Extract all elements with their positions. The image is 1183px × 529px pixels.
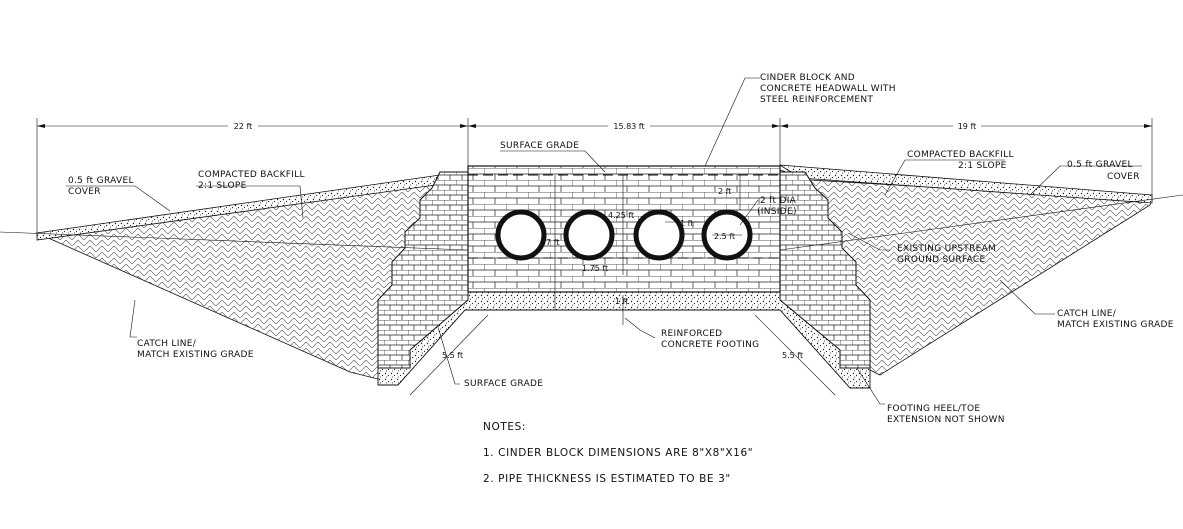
callout-surface-grade-top: SURFACE GRADE <box>500 141 579 151</box>
callout-footing-1: REINFORCED <box>661 329 722 339</box>
callout-gravel-left-2: COVER <box>68 187 101 197</box>
dim-pipe-diameter: 2.5 ft <box>714 232 735 241</box>
callout-upstream-1: EXISTING UPSTREAM <box>897 244 996 254</box>
callout-backfill-left-2: 2:1 SLOPE <box>198 181 247 191</box>
left-wing-wall <box>377 171 469 369</box>
dim-right-width: 19 ft <box>958 122 977 131</box>
callout-gravel-left-1: 0.5 ft GRAVEL <box>68 176 134 186</box>
dim-center-width: 15.83 ft <box>613 122 644 131</box>
callout-backfill-left-1: COMPACTED BACKFILL <box>198 170 305 180</box>
callout-footing-2: CONCRETE FOOTING <box>661 340 759 350</box>
notes-heading: NOTES: <box>483 421 526 433</box>
callout-catch-right-1: CATCH LINE/ <box>1057 309 1117 319</box>
callout-headwall-2: CONCRETE HEADWALL WITH <box>760 84 896 94</box>
note-2: 2. PIPE THICKNESS IS ESTIMATED TO BE 3" <box>483 473 731 485</box>
callout-surface-grade-bottom: SURFACE GRADE <box>464 379 543 389</box>
callout-backfill-right-2: 2:1 SLOPE <box>958 161 1007 171</box>
callout-heel-2: EXTENSION NOT SHOWN <box>887 415 1005 425</box>
pipe-2 <box>563 209 615 261</box>
callout-upstream-2: GROUND SURFACE <box>897 255 986 265</box>
dim-right-wing-length: 5.5 ft <box>782 351 803 360</box>
callout-catch-right-2: MATCH EXISTING GRADE <box>1057 320 1174 330</box>
dim-pipe-top-clearance: 2 ft <box>718 187 731 196</box>
right-wing-wall <box>779 171 871 369</box>
callout-headwall-3: STEEL REINFORCEMENT <box>760 95 873 105</box>
note-1: 1. CINDER BLOCK DIMENSIONS ARE 8"X8"X16" <box>483 447 753 459</box>
callout-headwall-1: CINDER BLOCK AND <box>760 73 855 83</box>
dim-headwall-to-pipe: 4.25 ft <box>608 211 634 220</box>
callout-gravel-right-1: 0.5 ft GRAVEL <box>1067 160 1133 170</box>
callout-heel-1: FOOTING HEEL/TOE <box>887 404 980 414</box>
callout-pipe-dia-1: 2 ft DIA <box>760 196 797 206</box>
callout-catch-left-2: MATCH EXISTING GRADE <box>137 350 254 360</box>
dim-left-wing-length: 5.5 ft <box>442 351 463 360</box>
callout-pipe-dia-2: (INSIDE) <box>757 207 797 217</box>
dim-pipe-gap: 1 ft <box>680 219 693 228</box>
dim-wall-height: 7 ft <box>546 238 559 247</box>
dim-bottom-clearance: 1.75 ft <box>582 264 608 273</box>
callout-catch-left-1: CATCH LINE/ <box>137 339 197 349</box>
dim-left-width: 22 ft <box>234 122 253 131</box>
callout-backfill-right-1: COMPACTED BACKFILL <box>907 150 1014 160</box>
pipe-3 <box>633 209 685 261</box>
pipe-1 <box>495 209 547 261</box>
callout-gravel-right-2: COVER <box>1107 172 1140 182</box>
dim-footing-thickness: 1 ft <box>615 297 628 306</box>
